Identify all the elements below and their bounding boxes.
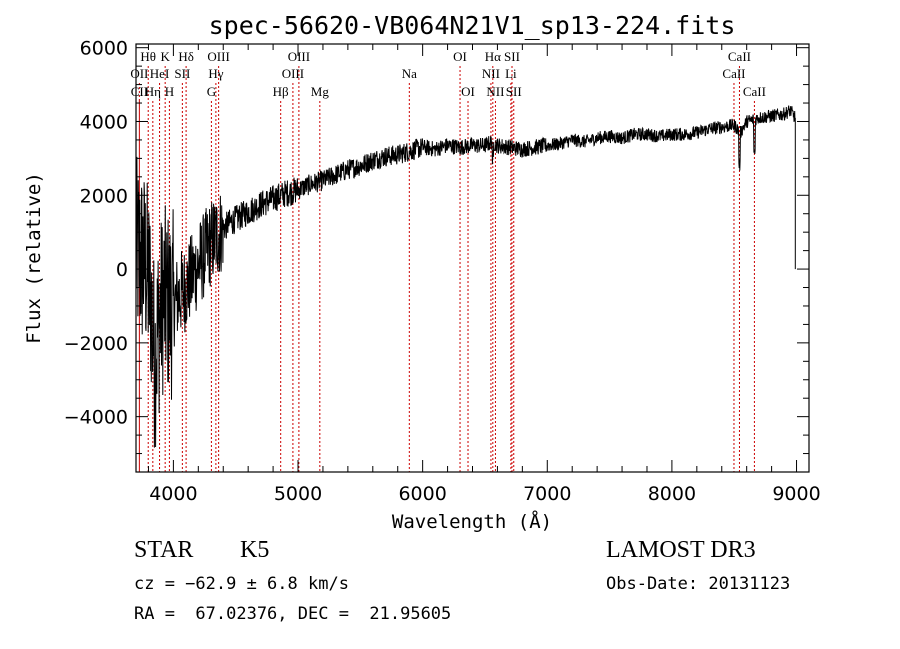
plot-frame — [135, 43, 810, 473]
line-marker-label: OI — [461, 84, 475, 99]
y-tick-label: −2000 — [64, 333, 128, 355]
y-tick-label: 2000 — [80, 185, 128, 207]
survey-label: LAMOST DR3 — [606, 537, 756, 563]
line-marker-label: Hη — [145, 84, 161, 99]
y-tick-label: 6000 — [80, 38, 128, 60]
spectrum-series — [135, 105, 796, 448]
line-marker-label: OI — [453, 49, 467, 64]
line-marker-label: OIII — [288, 49, 310, 64]
line-marker-label: OII — [130, 66, 148, 81]
y-axis-title: Flux (relative) — [23, 172, 45, 344]
obs-date-text: Obs-Date: 20131123 — [606, 574, 791, 594]
line-marker-label: NII — [486, 84, 504, 99]
line-marker-label: Mg — [311, 84, 330, 99]
line-marker-label: CII — [131, 84, 148, 99]
line-marker-label: Hβ — [273, 84, 289, 99]
line-marker-label: Hθ — [140, 49, 156, 64]
x-tick-label: 5000 — [274, 483, 322, 505]
line-marker-label: HeI — [150, 66, 170, 81]
line-marker-label: CaII — [728, 49, 751, 64]
x-tick-label: 4000 — [149, 483, 197, 505]
line-marker-label: Na — [402, 66, 417, 81]
coordinates-text: RA = 67.02376, DEC = 21.95605 — [134, 604, 452, 624]
line-marker-label: Hδ — [178, 49, 194, 64]
y-tick-label: 0 — [116, 259, 128, 281]
spectrum-line — [135, 105, 796, 448]
line-marker-label: Hα — [485, 49, 501, 64]
x-tick-label: 8000 — [648, 483, 696, 505]
line-marker-label: K — [160, 49, 170, 64]
line-marker-label: G — [207, 84, 216, 99]
line-marker-label: SII — [174, 66, 190, 81]
y-tick-label: −4000 — [64, 407, 128, 429]
x-tick-label: 7000 — [523, 483, 571, 505]
chart-title: spec-56620-VB064N21V1_sp13-224.fits — [209, 11, 736, 40]
line-markers — [138, 66, 755, 472]
line-marker-label: SII — [506, 84, 522, 99]
line-marker-label: NII — [482, 66, 500, 81]
object-subclass: K5 — [240, 537, 270, 563]
redshift-text: cz = −62.9 ± 6.8 km/s — [134, 574, 349, 594]
x-tick-label: 6000 — [398, 483, 446, 505]
x-axis-title: Wavelength (Å) — [392, 510, 552, 533]
line-marker-label: CaII — [722, 66, 745, 81]
x-tick-label: 9000 — [772, 483, 820, 505]
line-marker-label: CaII — [743, 84, 766, 99]
object-class: STAR — [134, 537, 194, 563]
line-marker-label: Li — [505, 66, 517, 81]
y-tick-label: 4000 — [80, 111, 128, 133]
axis-ticks: 4000 5000 6000 7000 8000 9000 −4000 −2000 0 2000 4… — [64, 38, 821, 505]
line-marker-label: SII — [504, 49, 520, 64]
line-marker-label: OIII — [207, 49, 229, 64]
line-marker-label: H — [165, 84, 174, 99]
line-marker-label: Hγ — [208, 66, 223, 81]
line-marker-label: OIII — [282, 66, 304, 81]
